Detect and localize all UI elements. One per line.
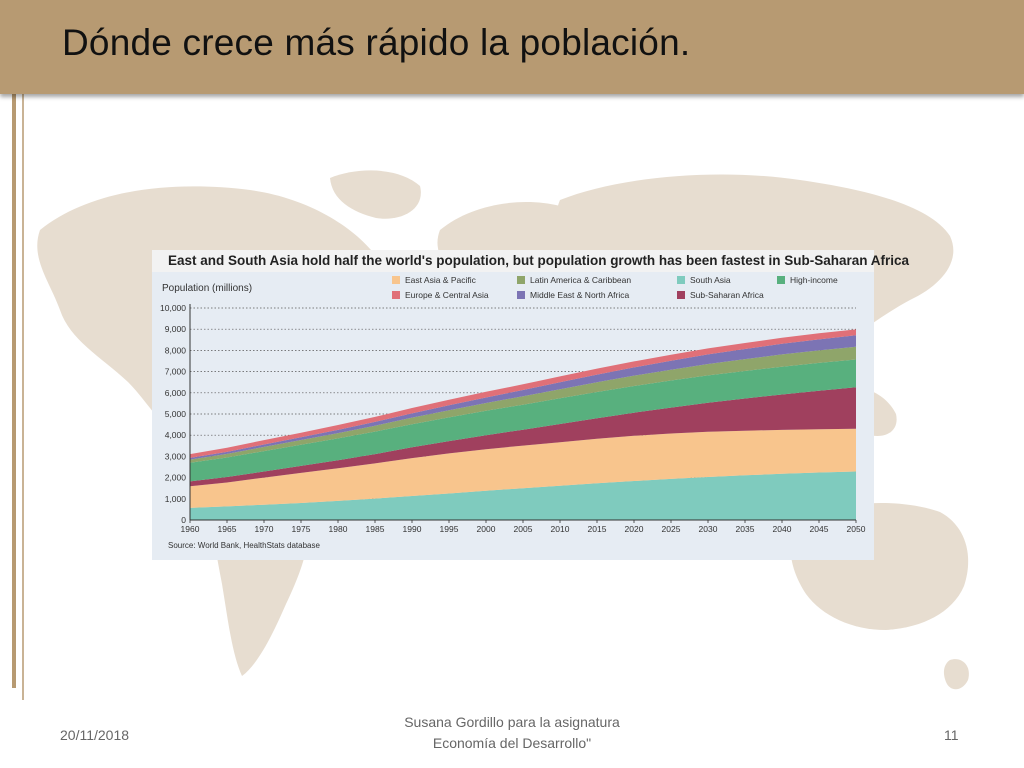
x-tick-label: 2015 bbox=[588, 524, 607, 534]
x-tick-label: 2000 bbox=[477, 524, 496, 534]
legend-swatch-south-asia bbox=[677, 276, 685, 284]
y-axis-label: Population (millions) bbox=[162, 283, 252, 294]
x-tick-label: 2045 bbox=[810, 524, 829, 534]
y-tick-label: 8,000 bbox=[165, 345, 187, 355]
y-tick-label: 7,000 bbox=[165, 367, 187, 377]
legend-swatch-latin-america-and-caribbean bbox=[517, 276, 525, 284]
y-tick-label: 5,000 bbox=[165, 409, 187, 419]
legend-label-south-asia: South Asia bbox=[690, 275, 731, 285]
x-tick-label: 1980 bbox=[329, 524, 348, 534]
series-area-high-income bbox=[190, 359, 856, 482]
y-tick-label: 0 bbox=[181, 515, 186, 525]
chart-title: East and South Asia hold half the world'… bbox=[168, 253, 910, 268]
x-tick-label: 1970 bbox=[255, 524, 274, 534]
title-bar: Dónde crece más rápido la población. bbox=[0, 0, 1024, 94]
x-tick-label: 1960 bbox=[181, 524, 200, 534]
legend-label-europe-and-central-asia: Europe & Central Asia bbox=[405, 290, 489, 300]
x-tick-label: 2040 bbox=[773, 524, 792, 534]
legend-swatch-europe-and-central-asia bbox=[392, 291, 400, 299]
y-tick-label: 2,000 bbox=[165, 473, 187, 483]
legend-label-sub-saharan-africa: Sub-Saharan Africa bbox=[690, 290, 764, 300]
legend-label-east-asia-and-pacific: East Asia & Pacific bbox=[405, 275, 477, 285]
series-area-latin-america-and-caribbean bbox=[190, 346, 856, 463]
x-tick-label: 2035 bbox=[736, 524, 755, 534]
x-tick-label: 1995 bbox=[440, 524, 459, 534]
x-tick-label: 2030 bbox=[699, 524, 718, 534]
x-tick-label: 2010 bbox=[551, 524, 570, 534]
legend-label-high-income: High-income bbox=[790, 275, 838, 285]
chart-body: Population (millions) 0 1,000 2,000 3,000 4,0… bbox=[152, 272, 874, 560]
footer-date: 20/11/2018 bbox=[60, 727, 130, 743]
legend-label-latin-america-and-caribbean: Latin America & Caribbean bbox=[530, 275, 631, 285]
slide-title: Dónde crece más rápido la población. bbox=[62, 22, 691, 63]
y-tick-label: 1,000 bbox=[165, 494, 187, 504]
footer-author-line2: Economía del Desarrollo" bbox=[432, 735, 592, 751]
chart-source: Source: World Bank, HealthStats database bbox=[168, 541, 320, 550]
legend-label-middle-east-and-north-africa: Middle East & North Africa bbox=[530, 290, 629, 300]
page-number: 11 bbox=[944, 727, 959, 743]
x-tick-label: 2050 bbox=[847, 524, 866, 534]
population-chart: East and South Asia hold half the world'… bbox=[152, 250, 909, 560]
series-area-east-asia-and-pacific bbox=[190, 428, 856, 508]
y-tick-label: 10,000 bbox=[160, 303, 186, 313]
x-tick-label: 2020 bbox=[625, 524, 644, 534]
legend-swatch-sub-saharan-africa bbox=[677, 291, 685, 299]
series-area-middle-east-and-north-africa bbox=[190, 335, 856, 460]
legend-swatch-high-income bbox=[777, 276, 785, 284]
x-tick-label: 1990 bbox=[403, 524, 422, 534]
series-area-south-asia bbox=[190, 471, 856, 520]
x-tick-label: 1965 bbox=[218, 524, 237, 534]
legend-swatch-middle-east-and-north-africa bbox=[517, 291, 525, 299]
series-area-europe-and-central-asia bbox=[190, 329, 856, 458]
decor-line-inner bbox=[22, 60, 24, 700]
x-tick-label: 2005 bbox=[514, 524, 533, 534]
y-tick-label: 6,000 bbox=[165, 388, 187, 398]
legend-swatch-east-asia-and-pacific bbox=[392, 276, 400, 284]
y-tick-label: 9,000 bbox=[165, 324, 187, 334]
y-tick-label: 4,000 bbox=[165, 430, 187, 440]
y-tick-label: 3,000 bbox=[165, 451, 187, 461]
chart-svg: Population (millions) 0 1,000 2,000 3,000 4,0… bbox=[160, 275, 866, 550]
x-tick-label: 2025 bbox=[662, 524, 681, 534]
footer-author-line1: Susana Gordillo para la asignatura bbox=[404, 714, 620, 730]
chart-title-bar: East and South Asia hold half the world'… bbox=[152, 250, 909, 272]
series-area-sub-saharan-africa bbox=[190, 387, 856, 487]
decor-line-outer bbox=[12, 40, 16, 688]
x-tick-label: 1985 bbox=[366, 524, 385, 534]
x-tick-label: 1975 bbox=[292, 524, 311, 534]
